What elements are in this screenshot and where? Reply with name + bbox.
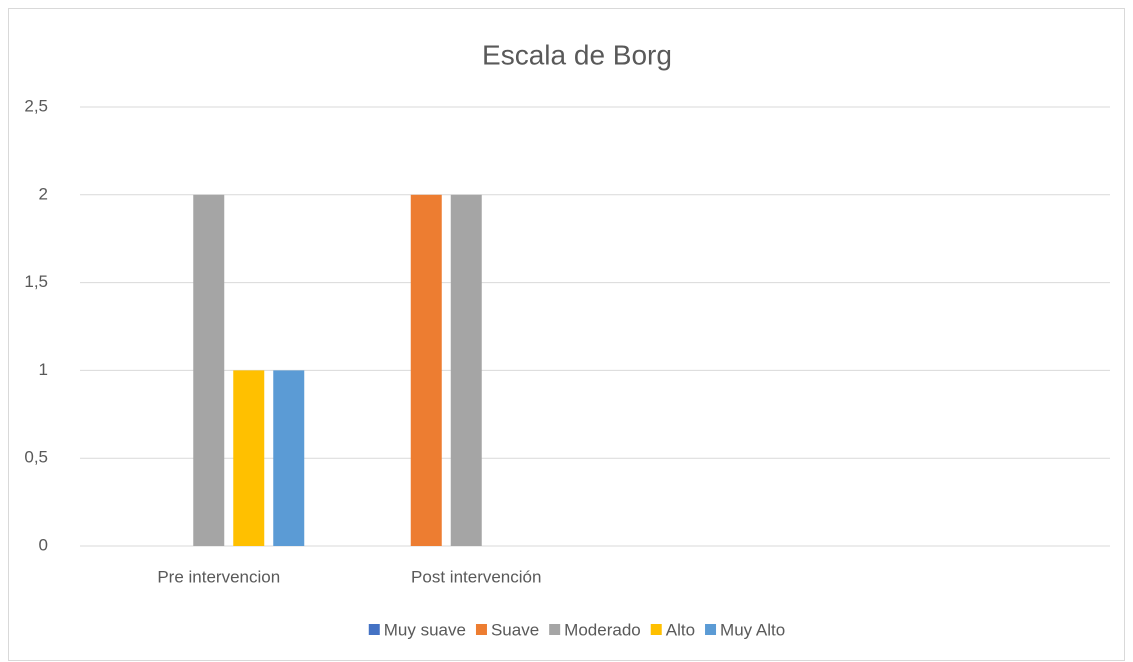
y-tick-label: 1,5 [24, 272, 48, 291]
y-tick-label: 1 [39, 360, 48, 379]
chart-border [8, 8, 1125, 661]
x-tick-label: Post intervención [411, 567, 541, 586]
legend-swatch [475, 624, 487, 635]
bar [193, 194, 225, 547]
legend-label: Alto [666, 620, 695, 639]
legend-label: Muy Alto [720, 620, 785, 639]
y-tick-label: 0 [39, 535, 48, 554]
legend-label: Suave [491, 620, 539, 639]
bar [450, 194, 482, 547]
y-tick-label: 2,5 [24, 96, 48, 115]
bar [273, 370, 305, 546]
bar [410, 194, 442, 547]
y-tick-label: 2 [39, 184, 48, 203]
x-tick-label: Pre intervencion [157, 567, 280, 586]
chart-title: Escala de Borg [482, 39, 672, 70]
bar [233, 370, 265, 546]
legend-swatch [368, 624, 380, 635]
legend-label: Muy suave [384, 620, 466, 639]
legend-swatch [705, 624, 717, 635]
y-tick-label: 0,5 [24, 448, 48, 467]
legend-label: Moderado [564, 620, 641, 639]
legend-swatch [549, 624, 561, 635]
legend-swatch [650, 624, 662, 635]
